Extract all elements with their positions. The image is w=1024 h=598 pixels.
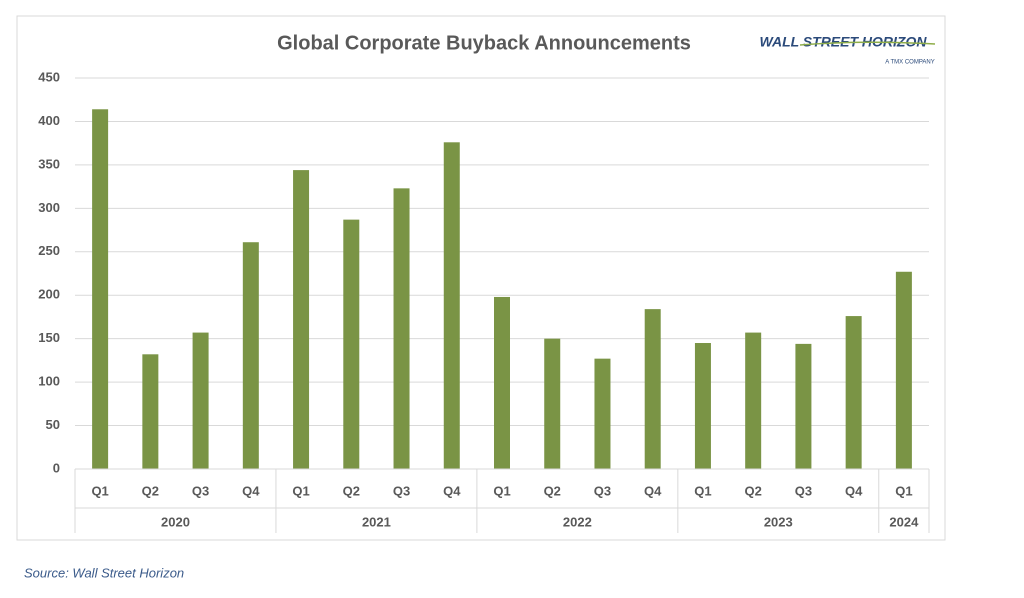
group-label: 2021 (362, 514, 391, 529)
bar (845, 316, 862, 469)
y-tick-label: 200 (38, 287, 60, 302)
bar (795, 343, 812, 469)
y-tick-label: 300 (38, 200, 60, 215)
x-tick-label: Q2 (745, 483, 762, 498)
group-label: 2023 (764, 514, 793, 529)
bar (544, 338, 561, 469)
x-tick-label: Q4 (845, 483, 863, 498)
bar (343, 219, 360, 469)
chart-title: Global Corporate Buyback Announcements (277, 32, 691, 54)
x-tick-label: Q2 (142, 483, 159, 498)
source-note: Source: Wall Street Horizon (24, 565, 184, 580)
x-tick-label: Q4 (242, 483, 260, 498)
x-tick-label: Q1 (694, 483, 711, 498)
group-label: 2022 (563, 514, 592, 529)
x-tick-label: Q1 (493, 483, 510, 498)
x-tick-label: Q1 (292, 483, 309, 498)
x-tick-label: Q3 (795, 483, 812, 498)
y-tick-label: 100 (38, 374, 60, 389)
bar (92, 109, 109, 469)
y-tick-label: 400 (38, 113, 60, 128)
x-tick-label: Q1 (91, 483, 108, 498)
logo-tagline: A TMX COMPANY (885, 60, 934, 66)
bar (745, 332, 762, 469)
bar (293, 170, 310, 469)
logo-swoosh (799, 41, 936, 46)
logo-name: WALL STREET HORIZON (760, 34, 928, 50)
bar (594, 358, 611, 469)
bar (644, 309, 661, 469)
bar (192, 332, 209, 469)
y-tick-label: 50 (46, 417, 60, 432)
bar (443, 142, 460, 469)
bar (393, 188, 410, 470)
y-tick-label: 150 (38, 330, 60, 345)
x-tick-label: Q3 (393, 483, 410, 498)
bar (694, 343, 711, 469)
bar (142, 354, 159, 469)
y-tick-label: 0 (53, 460, 60, 475)
y-tick-label: 450 (38, 69, 60, 84)
x-tick-label: Q3 (594, 483, 611, 498)
x-tick-label: Q1 (895, 483, 912, 498)
chart-frame (16, 15, 946, 541)
group-label: 2020 (161, 514, 190, 529)
y-tick-label: 250 (38, 243, 60, 258)
x-tick-label: Q4 (443, 483, 461, 498)
x-tick-label: Q2 (343, 483, 360, 498)
bar (895, 271, 912, 469)
group-label: 2024 (889, 514, 919, 529)
y-tick-label: 350 (38, 156, 60, 171)
x-tick-label: Q2 (544, 483, 561, 498)
x-tick-label: Q4 (644, 483, 662, 498)
x-tick-label: Q3 (192, 483, 209, 498)
bar (494, 296, 510, 469)
bar (242, 242, 259, 469)
